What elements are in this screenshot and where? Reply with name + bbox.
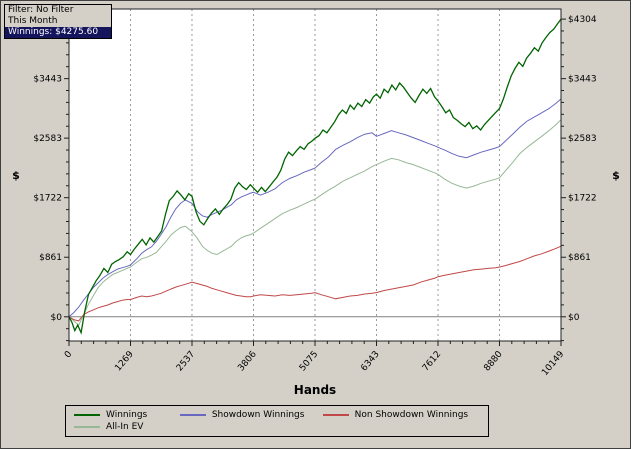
y-axis-title-right: $: [612, 169, 620, 182]
y-tick-label-right: $1722: [568, 194, 597, 204]
x-tick-label: 2537: [175, 350, 197, 374]
x-tick-label: 8880: [482, 349, 505, 373]
legend-label-non-showdown-winnings: Non Showdown Winnings: [354, 410, 469, 420]
legend-item-non-showdown-winnings: Non Showdown Winnings: [322, 410, 480, 420]
x-tick-label: 6343: [359, 350, 381, 374]
series-line-winnings: [68, 18, 562, 335]
x-tick-label: 0: [63, 349, 75, 360]
legend-label-allin-ev: All-In EV: [106, 422, 144, 432]
non-showdown-line-swatch: [322, 414, 349, 416]
y-axis-title-left: $: [12, 169, 20, 182]
filter-info-box: Filter: No Filter This Month Winnings: $…: [4, 4, 112, 39]
chart-legend: Winnings Showdown Winnings Non Showdown …: [65, 405, 489, 437]
winnings-line-swatch: [74, 414, 100, 416]
legend-item-allin-ev: All-In EV: [74, 422, 176, 432]
y-tick-label-left: $3443: [33, 75, 62, 85]
x-tick-label: 1269: [113, 349, 136, 373]
legend-label-winnings: Winnings: [106, 410, 148, 420]
period-label: This Month: [8, 16, 58, 26]
x-tick-label: 5075: [298, 350, 320, 374]
winnings-chart: $0 $0 $861 $861 $1722 $1722 $2583 $2583 $3443 $34…: [12, 8, 620, 397]
y-tick-label-left: $861: [39, 253, 62, 263]
showdown-line-swatch: [179, 414, 206, 416]
y-tick-label-right: $861: [568, 253, 591, 263]
y-tick-label-right: $0: [568, 313, 580, 323]
y-tick-label-left: $2583: [33, 134, 62, 144]
y-tick-label-right: $3443: [568, 75, 597, 85]
x-tick-label: 7612: [421, 350, 443, 374]
x-tick-label: 3806: [236, 349, 259, 373]
series-line-all-in-ev: [68, 119, 562, 326]
winnings-total: Winnings: $4275.60: [5, 27, 111, 38]
y-tick-label-left: $1722: [33, 194, 62, 204]
x-axis-title: Hands: [294, 383, 336, 397]
legend-item-showdown-winnings: Showdown Winnings: [179, 410, 319, 420]
filter-label: Filter: No Filter: [8, 5, 74, 15]
legend-label-showdown-winnings: Showdown Winnings: [211, 410, 305, 420]
y-tick-label-right: $4304: [568, 15, 597, 25]
x-tick-label: 10149: [540, 349, 566, 378]
legend-item-winnings: Winnings: [74, 410, 176, 420]
y-tick-label-right: $2583: [568, 134, 597, 144]
series-line-non-showdown-winnings: [68, 245, 562, 322]
y-tick-label-left: $0: [51, 313, 63, 323]
allin-ev-line-swatch: [74, 426, 100, 428]
series-line-showdown-winnings: [68, 98, 562, 318]
